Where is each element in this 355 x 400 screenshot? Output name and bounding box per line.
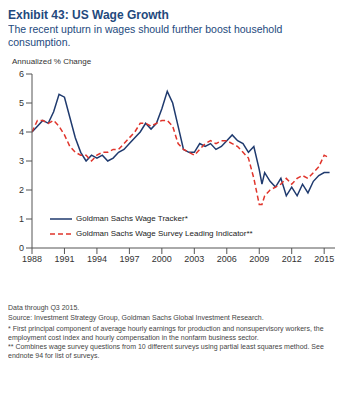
html-text:Annualized % Change: Annualized % Change bbox=[12, 57, 92, 66]
svg-text:1991: 1991 bbox=[54, 254, 74, 264]
svg-text:2003: 2003 bbox=[184, 254, 204, 264]
html-text:Goldman Sachs Wage Survey Lead: Goldman Sachs Wage Survey Leading Indica… bbox=[76, 229, 253, 238]
svg-text:2000: 2000 bbox=[152, 254, 172, 264]
svg-text:1997: 1997 bbox=[119, 254, 139, 264]
svg-text:2: 2 bbox=[19, 185, 24, 195]
html-text:* First principal component of: * First principal component of average h… bbox=[8, 325, 324, 341]
html-text:Goldman Sachs Wage Tracker*: Goldman Sachs Wage Tracker* bbox=[76, 214, 188, 223]
html-text:** Combines wage survey questi: ** Combines wage survey questions from 1… bbox=[8, 343, 324, 359]
html-text:The recent upturn in wages sho: The recent upturn in wages should furthe… bbox=[8, 23, 283, 48]
svg-text:2009: 2009 bbox=[249, 254, 269, 264]
svg-text:5: 5 bbox=[19, 98, 24, 108]
svg-text:1988: 1988 bbox=[22, 254, 42, 264]
html-text:Source: Investment Strategy Gr: Source: Investment Strategy Group, Goldm… bbox=[8, 313, 264, 321]
svg-text:0: 0 bbox=[19, 243, 24, 253]
svg-text:1: 1 bbox=[19, 214, 24, 224]
svg-text:6: 6 bbox=[19, 69, 24, 79]
html-text:Exhibit 43: US Wage Growth: Exhibit 43: US Wage Growth bbox=[8, 8, 169, 22]
svg-text:3: 3 bbox=[19, 156, 24, 166]
svg-text:2012: 2012 bbox=[282, 254, 302, 264]
svg-text:1994: 1994 bbox=[87, 254, 107, 264]
svg-text:2015: 2015 bbox=[314, 254, 334, 264]
svg-text:2006: 2006 bbox=[217, 254, 237, 264]
html-text:Data through Q3 2015.: Data through Q3 2015. bbox=[8, 304, 80, 311]
svg-text:4: 4 bbox=[19, 127, 24, 137]
